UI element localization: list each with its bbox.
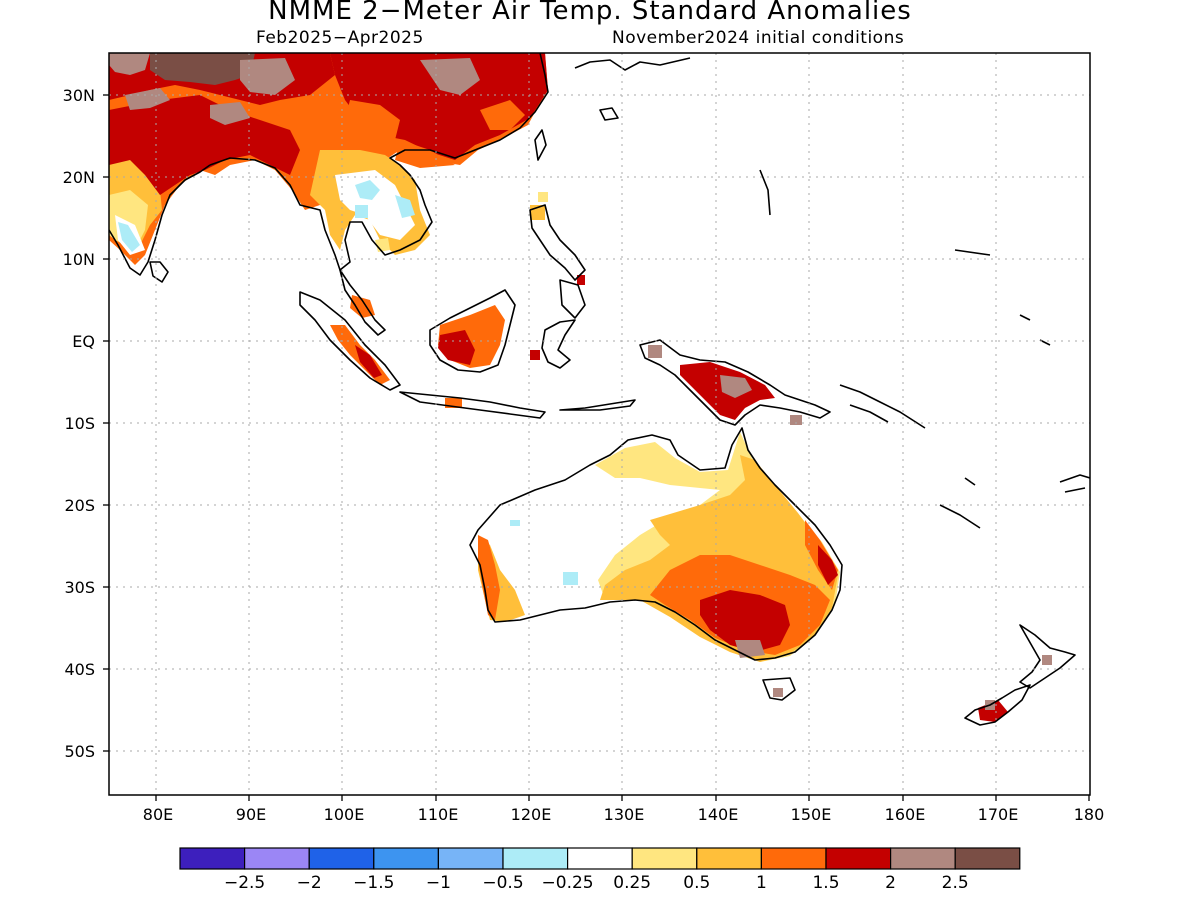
axis-ticks: [103, 94, 1090, 801]
colorbar-label: 2.5: [942, 873, 969, 893]
colorbar-label: 2: [885, 873, 896, 893]
forecast-period: Feb2025−Apr2025: [256, 28, 424, 48]
colorbar-swatch: [760, 847, 827, 870]
asia-anomaly-fill: [109, 53, 548, 265]
colorbar-swatch: [631, 847, 698, 870]
colorbar-label: 0.5: [683, 873, 710, 893]
graticule: [109, 53, 1090, 795]
colorbar-swatch: [244, 847, 310, 870]
lat-label: 30S: [64, 578, 95, 597]
colorbar-swatch: [566, 847, 633, 870]
colorbar-swatch: [179, 847, 246, 870]
colorbar-label: −2: [297, 873, 322, 893]
initial-conditions: November2024 initial conditions: [612, 28, 905, 48]
colorbar-swatch: [502, 847, 569, 870]
lon-label: 150E: [791, 805, 832, 824]
australia-anomaly-fill: [470, 430, 840, 697]
lat-label: 10S: [64, 414, 95, 433]
latitude-labels: 30N 20N 10N EQ 10S 20S 30S 40S 50S: [63, 86, 95, 761]
colorbar-swatch: [889, 847, 956, 870]
map-ocean: [109, 53, 1090, 795]
new-zealand-anomaly-fill: [978, 655, 1052, 722]
lon-label: 180: [1074, 805, 1105, 824]
new-guinea-anomaly-fill: [648, 345, 802, 425]
longitude-labels: 80E 90E 100E 110E 120E 130E 140E 150E 16…: [143, 805, 1105, 824]
map-frame: [108, 52, 1091, 796]
colorbar-label: −1: [426, 873, 451, 893]
colorbar-label: 0.25: [613, 873, 651, 893]
colorbar-swatch: [308, 847, 375, 870]
lon-label: 100E: [324, 805, 365, 824]
lat-label: 20N: [63, 168, 95, 187]
lon-label: 140E: [698, 805, 739, 824]
colorbar-swatch: [825, 847, 892, 870]
lat-label: 20S: [64, 496, 95, 515]
map-title: NMME 2−Meter Air Temp. Standard Anomalie…: [268, 0, 912, 26]
colorbar-label: −0.25: [542, 873, 594, 893]
lat-label: EQ: [72, 332, 95, 351]
colorbar-swatch: [373, 847, 439, 870]
lat-label: 30N: [63, 86, 95, 105]
lon-label: 130E: [604, 805, 645, 824]
colorbar-swatch: [696, 847, 762, 870]
colorbar-swatch: [954, 847, 1021, 870]
colorbar: −2.5 −2 −1.5 −1 −0.5 −0.25 0.25 0.5 1 1.5 2 2.5: [179, 847, 1021, 893]
lon-label: 80E: [143, 805, 173, 824]
coastlines: [109, 53, 1090, 726]
colorbar-label: −0.5: [482, 873, 523, 893]
lon-label: 120E: [511, 805, 552, 824]
lon-label: 170E: [978, 805, 1019, 824]
lat-label: 10N: [63, 250, 95, 269]
colorbar-label: −1.5: [353, 873, 394, 893]
lat-label: 40S: [64, 660, 95, 679]
colorbar-label: 1.5: [812, 873, 839, 893]
colorbar-label: 1: [756, 873, 767, 893]
colorbar-swatch: [437, 847, 504, 870]
lat-label: 50S: [64, 742, 95, 761]
lon-label: 110E: [418, 805, 459, 824]
lon-label: 160E: [885, 805, 926, 824]
colorbar-label: −2.5: [224, 873, 265, 893]
lon-label: 90E: [236, 805, 266, 824]
maritime-anomaly-fill: [330, 192, 585, 408]
